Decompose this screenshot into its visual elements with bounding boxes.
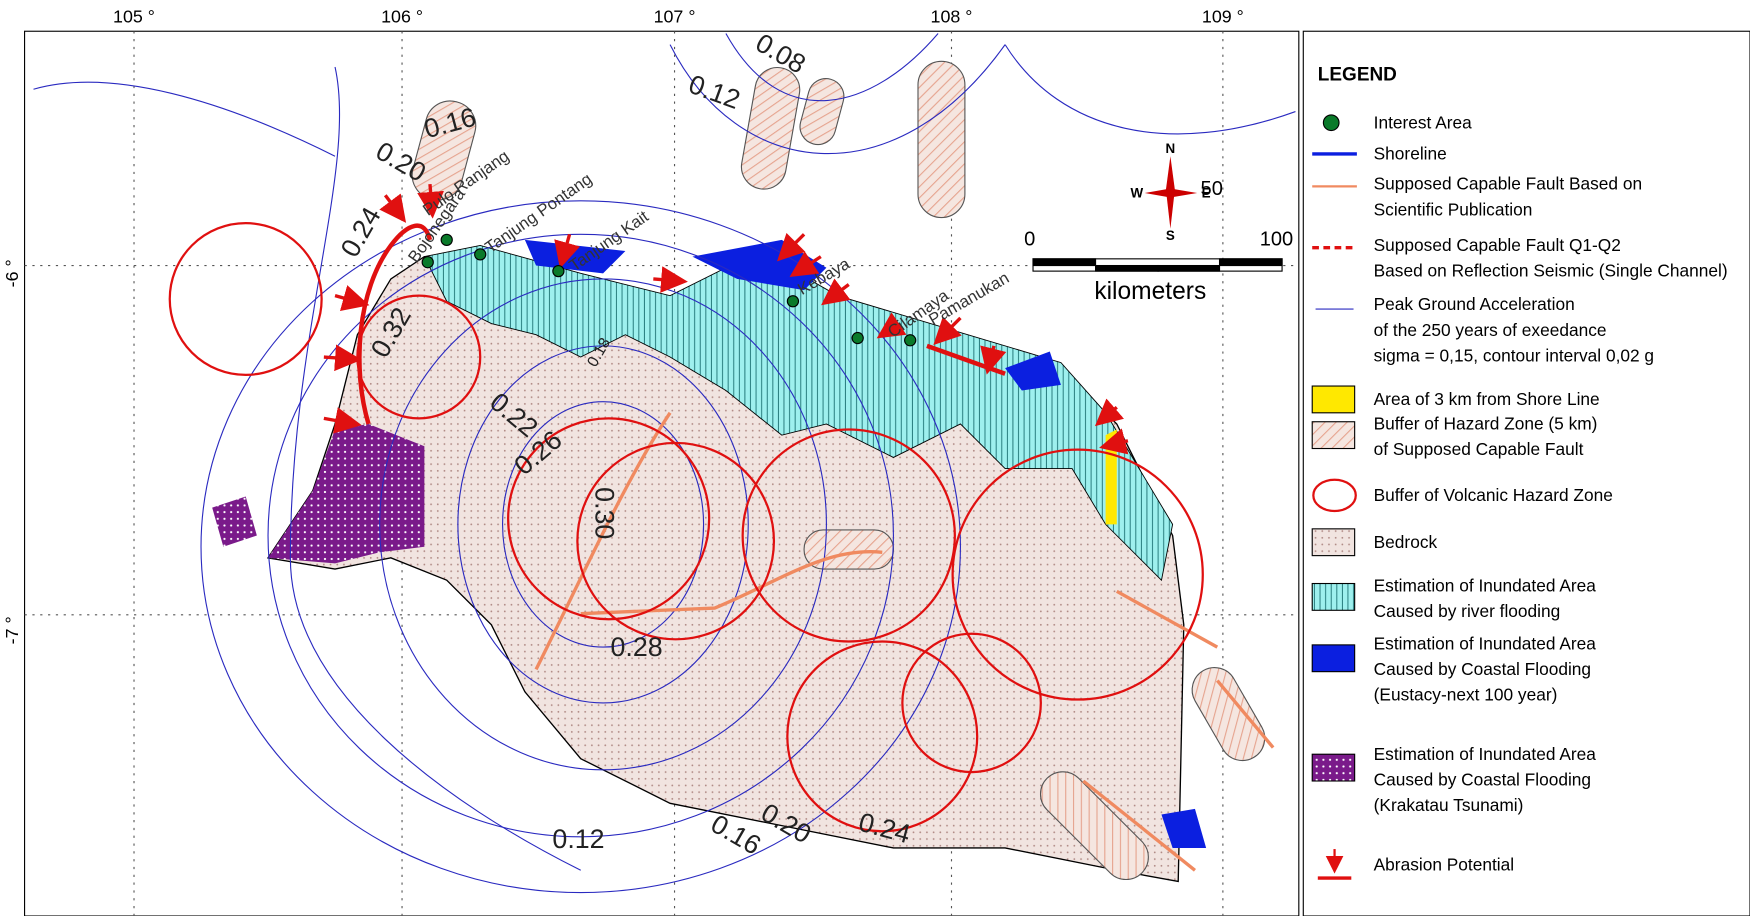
- legend-icon: [1312, 422, 1354, 449]
- lon-label: 108 °: [931, 6, 973, 26]
- scale-bar: [1033, 259, 1282, 271]
- legend-label: Estimation of Inundated Area: [1374, 633, 1597, 653]
- lat-label: -6 °: [2, 259, 22, 287]
- legend-label: (Krakatau Tsunami): [1374, 795, 1524, 815]
- lon-label: 105 °: [113, 6, 155, 26]
- legend-title: LEGEND: [1318, 64, 1397, 85]
- legend-icon: [1312, 584, 1354, 611]
- legend-label: Area of 3 km from Shore Line: [1374, 389, 1600, 409]
- compass-letter: W: [1131, 185, 1144, 200]
- legend-label: Shoreline: [1374, 144, 1447, 164]
- legend-icon: [1312, 645, 1354, 672]
- legend-label: of the 250 years of exeedance: [1374, 320, 1607, 340]
- legend-label: Based on Reflection Seismic (Single Chan…: [1374, 261, 1728, 281]
- scale-label: 100: [1260, 228, 1294, 250]
- legend-icon: [1312, 754, 1354, 781]
- legend-label: Supposed Capable Fault Q1-Q2: [1374, 235, 1621, 255]
- legend-label: Buffer of Hazard Zone (5 km): [1374, 414, 1598, 434]
- legend-label: Bedrock: [1374, 532, 1438, 552]
- lat-label: -7 °: [2, 616, 22, 644]
- lon-label: 109 °: [1202, 6, 1244, 26]
- legend-label: (Eustacy-next 100 year): [1374, 685, 1558, 705]
- abrasion-arrow: [653, 279, 681, 281]
- compass-letter: N: [1166, 141, 1176, 156]
- legend-label: Peak Ground Acceleration: [1374, 294, 1575, 314]
- compass-letter: S: [1166, 228, 1175, 243]
- legend-icon: [1312, 529, 1354, 556]
- lon-label: 107 °: [654, 6, 696, 26]
- legend-label: Estimation of Inundated Area: [1374, 575, 1597, 595]
- legend-label: Caused by Coastal Flooding: [1374, 769, 1591, 789]
- legend-label: sigma = 0,15, contour interval 0,02 g: [1374, 345, 1654, 365]
- scale-label: 0: [1024, 228, 1035, 250]
- legend-label: Scientific Publication: [1374, 199, 1533, 219]
- legend-icon: [1323, 115, 1339, 131]
- legend-label: Buffer of Volcanic Hazard Zone: [1374, 485, 1613, 505]
- legend-label: Caused by Coastal Flooding: [1374, 659, 1591, 679]
- contour-label: 0.30: [589, 487, 619, 539]
- legend-label: of Supposed Capable Fault: [1374, 439, 1584, 459]
- legend-label: Caused by river flooding: [1374, 601, 1561, 621]
- legend-label: Interest Area: [1374, 112, 1472, 132]
- legend-label: Estimation of Inundated Area: [1374, 744, 1597, 764]
- legend-label: Supposed Capable Fault Based on: [1374, 174, 1642, 194]
- scale-unit: kilometers: [1094, 278, 1206, 305]
- abrasion-arrow: [324, 357, 355, 359]
- legend-icon: [1312, 386, 1354, 413]
- scale-label: 50: [1201, 178, 1223, 200]
- lon-label: 106 °: [381, 6, 423, 26]
- contour-label: 0.28: [611, 632, 663, 662]
- legend-label: Abrasion Potential: [1374, 854, 1514, 874]
- map-figure: 105 °106 °107 °108 °109 °-6 °-7 °0.080.1…: [0, 0, 1750, 916]
- contour-label: 0.12: [552, 824, 604, 854]
